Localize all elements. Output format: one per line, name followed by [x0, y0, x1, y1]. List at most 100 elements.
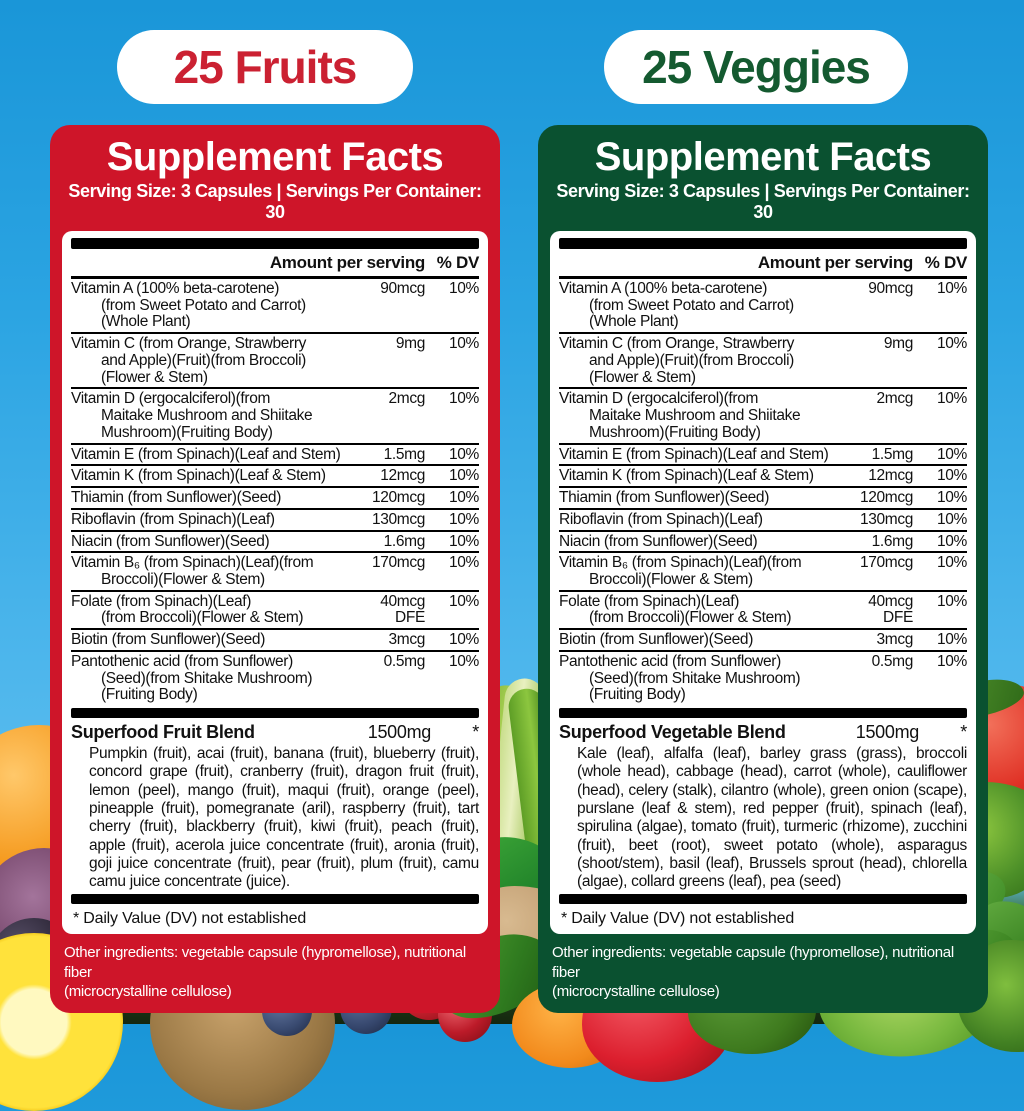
- nutrient-dv: 10%: [937, 445, 967, 463]
- nutrient-name: Folate (from Spinach)(Leaf) (from Brocco…: [71, 592, 304, 627]
- daily-value-footnote: * Daily Value (DV) not established: [561, 910, 795, 928]
- nutrient-amount: 1.5mg: [871, 445, 914, 463]
- table-row: Pantothenic acid (from Sunflower) (Seed)…: [559, 652, 967, 705]
- nutrient-amount: 1.6mg: [383, 532, 426, 550]
- nutrient-name: Pantothenic acid (from Sunflower) (Seed)…: [71, 652, 313, 704]
- blend-header-row: Superfood Vegetable Blend 1500mg *: [559, 720, 967, 744]
- nutrient-amount: 1.6mg: [871, 532, 914, 550]
- table-row: Vitamin D (ergocalciferol)(from Maitake …: [71, 389, 479, 445]
- nutrient-dv: 10%: [449, 510, 479, 528]
- nutrient-name: Vitamin C (from Orange, Strawberry and A…: [559, 335, 795, 386]
- nutrient-dv: 10%: [937, 652, 967, 670]
- nutrient-dv: 10%: [937, 335, 967, 353]
- amount-column-header: Amount per serving: [269, 253, 425, 272]
- table-row: Thiamin (from Sunflower)(Seed) 120mcg 10%: [71, 488, 479, 510]
- table-row: Biotin (from Sunflower)(Seed) 3mcg 10%: [71, 630, 479, 652]
- table-row: Vitamin E (from Spinach)(Leaf and Stem) 1…: [559, 445, 967, 467]
- bottom-divider-bar: [559, 894, 967, 905]
- nutrient-name: Vitamin E (from Spinach)(Leaf and Stem): [559, 445, 829, 463]
- table-row: Riboflavin (from Spinach)(Leaf) 130mcg 10%: [71, 510, 479, 532]
- nutrient-name: Vitamin B₆ (from Spinach)(Leaf)(from Bro…: [71, 554, 314, 589]
- supplement-facts-title: Supplement Facts: [106, 135, 444, 179]
- nutrient-dv: 10%: [449, 652, 479, 670]
- supplement-table-body: Vitamin A (100% beta-carotene) (from Swe…: [559, 279, 967, 705]
- nutrient-dv: 10%: [449, 280, 479, 297]
- table-row: Vitamin B₆ (from Spinach)(Leaf)(from Bro…: [71, 553, 479, 592]
- nutrient-amount: 120mcg: [859, 489, 913, 507]
- nutrient-dv: 10%: [449, 631, 479, 649]
- nutrient-name: Vitamin B₆ (from Spinach)(Leaf)(from Bro…: [559, 554, 802, 589]
- nutrient-name: Folate (from Spinach)(Leaf) (from Brocco…: [559, 592, 792, 627]
- nutrient-dv: 10%: [449, 335, 479, 353]
- nutrient-name: Riboflavin (from Spinach)(Leaf): [71, 510, 275, 528]
- nutrient-amount: 130mcg: [371, 510, 425, 528]
- table-top-bar: [71, 238, 479, 249]
- table-row: Biotin (from Sunflower)(Seed) 3mcg 10%: [559, 630, 967, 652]
- nutrient-amount: 90mcg: [380, 280, 425, 297]
- nutrient-dv: 10%: [937, 532, 967, 550]
- dv-column-header: % DV: [436, 253, 480, 272]
- table-row: Riboflavin (from Spinach)(Leaf) 130mcg 10%: [559, 510, 967, 532]
- other-ingredients-text: Other ingredients: vegetable capsule (hy…: [64, 944, 466, 1000]
- nutrient-amount: 40mcg DFE: [380, 592, 425, 627]
- nutrient-name: Vitamin K (from Spinach)(Leaf & Stem): [71, 467, 326, 485]
- nutrient-name: Niacin (from Sunflower)(Seed): [559, 532, 758, 550]
- other-ingredients-text: Other ingredients: vegetable capsule (hy…: [552, 944, 954, 1000]
- nutrient-dv: 10%: [937, 592, 967, 610]
- blend-title: Superfood Fruit Blend: [71, 722, 255, 743]
- nutrient-amount: 3mcg: [388, 631, 425, 649]
- serving-size-line: Serving Size: 3 Capsules | Servings Per …: [68, 181, 482, 222]
- nutrient-amount: 120mcg: [371, 489, 425, 507]
- blend-title: Superfood Vegetable Blend: [559, 722, 786, 743]
- table-row: Vitamin B₆ (from Spinach)(Leaf)(from Bro…: [559, 553, 967, 592]
- blend-amount: 1500mg: [855, 722, 920, 743]
- bottom-divider-bar: [71, 894, 479, 905]
- table-row: Vitamin C (from Orange, Strawberry and A…: [559, 334, 967, 390]
- nutrient-name: Vitamin A (100% beta-carotene) (from Swe…: [559, 280, 794, 331]
- facts-table-card: Amount per serving % DV Vitamin A (100% …: [62, 231, 488, 935]
- table-row: Vitamin A (100% beta-carotene) (from Swe…: [71, 279, 479, 335]
- table-row: Vitamin C (from Orange, Strawberry and A…: [71, 334, 479, 390]
- table-row: Thiamin (from Sunflower)(Seed) 120mcg 10%: [559, 488, 967, 510]
- nutrient-dv: 10%: [449, 467, 479, 485]
- nutrient-dv: 10%: [449, 532, 479, 550]
- fruits-supplement-panel: Supplement Facts Serving Size: 3 Capsule…: [50, 125, 500, 1013]
- nutrient-name: Biotin (from Sunflower)(Seed): [559, 631, 754, 649]
- fruits-pill-badge: 25 Fruits: [117, 30, 413, 104]
- nutrient-dv: 10%: [449, 390, 479, 408]
- blend-header-row: Superfood Fruit Blend 1500mg *: [71, 720, 479, 744]
- supplement-facts-title: Supplement Facts: [594, 135, 932, 179]
- nutrient-name: Vitamin K (from Spinach)(Leaf & Stem): [559, 467, 814, 485]
- table-top-bar: [559, 238, 967, 249]
- nutrient-name: Thiamin (from Sunflower)(Seed): [71, 489, 282, 507]
- veggies-pill-badge: 25 Veggies: [604, 30, 908, 104]
- nutrient-amount: 9mg: [883, 335, 913, 353]
- nutrient-amount: 12mcg: [380, 467, 425, 485]
- blend-amount: 1500mg: [367, 722, 432, 743]
- nutrient-dv: 10%: [449, 554, 479, 572]
- nutrient-dv: 10%: [937, 280, 967, 297]
- table-row: Niacin (from Sunflower)(Seed) 1.6mg 10%: [71, 532, 479, 554]
- table-row: Vitamin K (from Spinach)(Leaf & Stem) 12m…: [71, 466, 479, 489]
- nutrient-dv: 10%: [449, 489, 479, 507]
- nutrient-name: Niacin (from Sunflower)(Seed): [71, 532, 270, 550]
- veggies-pill-label: 25 Veggies: [642, 41, 871, 93]
- nutrient-amount: 12mcg: [868, 467, 913, 485]
- table-header-row: Amount per serving % DV: [559, 251, 967, 279]
- table-row: Folate (from Spinach)(Leaf) (from Brocco…: [71, 592, 479, 631]
- nutrient-amount: 2mcg: [876, 390, 913, 408]
- table-row: Vitamin K (from Spinach)(Leaf & Stem) 12m…: [559, 466, 967, 489]
- nutrient-name: Vitamin D (ergocalciferol)(from Maitake …: [559, 390, 801, 441]
- nutrient-name: Biotin (from Sunflower)(Seed): [71, 631, 266, 649]
- blend-ingredient-list: Pumpkin (fruit), acai (fruit), banana (f…: [89, 745, 479, 891]
- blend-divider-bar: [71, 708, 479, 719]
- nutrient-dv: 10%: [937, 489, 967, 507]
- nutrient-name: Vitamin C (from Orange, Strawberry and A…: [71, 335, 307, 386]
- nutrient-dv: 10%: [449, 592, 479, 610]
- nutrient-dv: 10%: [937, 554, 967, 572]
- nutrient-dv: 10%: [937, 467, 967, 485]
- nutrient-name: Riboflavin (from Spinach)(Leaf): [559, 510, 763, 528]
- nutrient-amount: 1.5mg: [383, 445, 426, 463]
- blend-divider-bar: [559, 708, 967, 719]
- nutrient-amount: 0.5mg: [383, 652, 426, 670]
